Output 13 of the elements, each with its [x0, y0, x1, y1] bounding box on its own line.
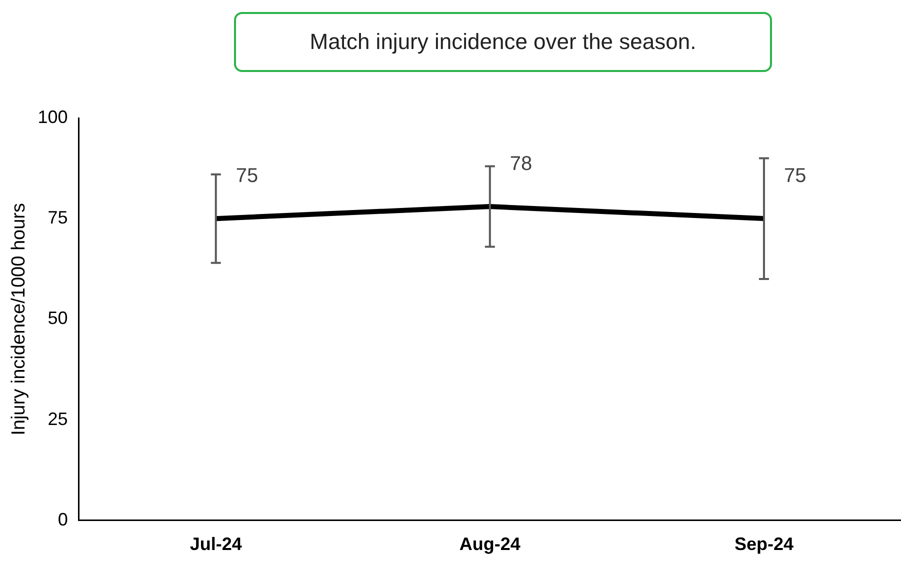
data-label: 75 — [236, 165, 258, 188]
y-tick-label: 100 — [38, 106, 68, 127]
y-tick-label: 25 — [48, 408, 68, 429]
y-axis-title: Injury incidence/1000 hours — [8, 203, 30, 436]
chart-title: Match injury incidence over the season. — [234, 12, 772, 72]
x-tick-label: Jul-24 — [190, 534, 242, 554]
y-tick-label: 75 — [48, 208, 68, 228]
y-tick-label: 0 — [58, 509, 68, 530]
x-tick-label: Aug-24 — [459, 534, 520, 554]
data-label: 78 — [510, 153, 532, 176]
data-label: 75 — [784, 165, 806, 188]
x-tick-label: Sep-24 — [734, 534, 794, 554]
y-tick-label: 50 — [48, 308, 68, 328]
